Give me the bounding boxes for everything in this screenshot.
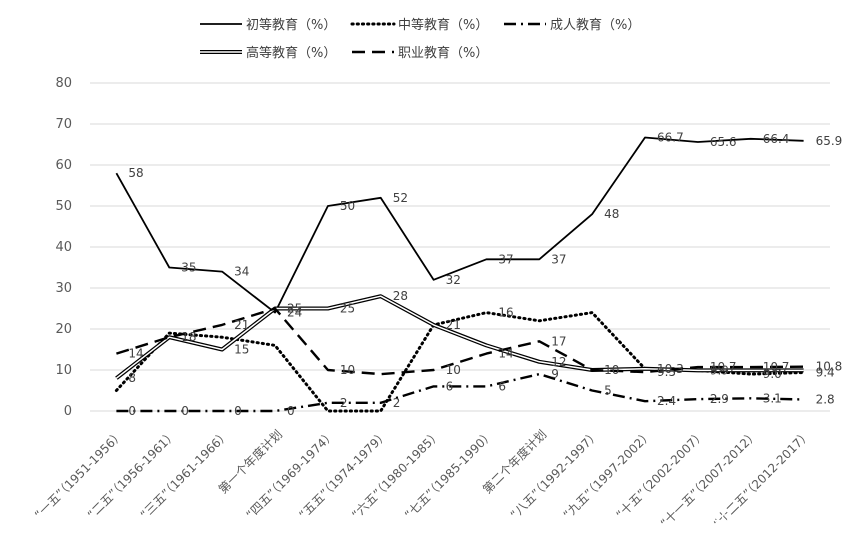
x-tick-label: “五五”（1974-1979）: [296, 427, 391, 522]
data-label-vocational: 14: [498, 347, 513, 361]
y-tick-label: 70: [55, 117, 72, 132]
x-tick-label: “六五”（1980-1985）: [349, 427, 444, 522]
x-tick-label: “二五”（1956-1961）: [85, 427, 180, 522]
data-label-higher: 12: [551, 355, 566, 369]
data-label-primary: 58: [128, 166, 143, 180]
x-tick-label: “八五”（1992-1997）: [508, 427, 603, 522]
data-label-secondary: 10.3: [657, 362, 684, 376]
data-label-primary: 34: [234, 265, 249, 279]
data-label-adult: 6: [446, 379, 454, 393]
y-tick-label: 10: [55, 363, 72, 378]
data-label-adult: 2: [393, 396, 401, 410]
legend-label-vocational: 职业教育（%）: [398, 45, 488, 61]
x-tick-label: “四五”（1969-1974）: [243, 427, 338, 522]
data-label-adult: 0: [128, 404, 136, 418]
data-label-primary: 37: [498, 252, 513, 266]
x-tick-label: “十五”（2002-2007）: [613, 427, 708, 522]
data-label-vocational: 10.7: [763, 360, 790, 374]
data-label-primary: 50: [340, 199, 355, 213]
data-label-adult: 5: [604, 384, 612, 398]
data-label-secondary: 9.0: [763, 367, 782, 381]
data-label-vocational: 17: [551, 334, 566, 348]
data-label-adult: 2: [340, 396, 348, 410]
data-label-vocational: 21: [234, 318, 249, 332]
data-label-secondary: 9.4: [816, 365, 835, 379]
data-label-vocational: 10.7: [710, 360, 737, 374]
data-label-vocational: 14: [128, 347, 143, 361]
data-label-adult: 2.9: [710, 392, 729, 406]
y-tick-label: 80: [55, 76, 72, 91]
data-label-vocational: 10: [446, 363, 461, 377]
y-tick-label: 20: [55, 322, 72, 337]
y-tick-label: 50: [55, 199, 72, 214]
data-label-higher: 15: [234, 343, 249, 357]
x-tick-label: “七五”（1985-1990）: [402, 427, 497, 522]
y-tick-label: 0: [64, 404, 72, 419]
gridlines: [90, 82, 830, 412]
data-label-primary: 24: [287, 306, 302, 320]
data-label-higher: 25: [340, 302, 355, 316]
data-label-primary: 65.6: [710, 135, 737, 149]
legend-label-secondary: 中等教育（%）: [398, 17, 488, 33]
data-label-higher: 18: [181, 330, 196, 344]
data-label-adult: 0: [234, 404, 242, 418]
data-label-higher: 25: [287, 302, 302, 316]
data-label-primary: 66.7: [657, 131, 684, 145]
series-line-adult: [116, 372, 804, 413]
data-label-adult: 9: [551, 367, 559, 381]
data-label-secondary: 16: [498, 306, 513, 320]
data-label-primary: 66.4: [763, 132, 790, 146]
data-label-higher: 28: [393, 289, 408, 303]
data-label-primary: 52: [393, 191, 408, 205]
x-axis: “一五”（1951-1956）“二五”（1956-1961）“三五”（1961-…: [32, 427, 814, 531]
data-label-adult: 2.4: [657, 394, 676, 408]
data-label-higher: 10: [604, 363, 619, 377]
x-tick-label: “三五”（1961-1966）: [138, 427, 233, 522]
data-label-adult: 2.8: [816, 393, 835, 407]
data-label-secondary: 9.9: [710, 363, 729, 377]
data-label-higher: 8: [128, 371, 136, 385]
data-label-primary: 48: [604, 207, 619, 221]
series-lines: [114, 136, 806, 413]
data-label-secondary: 21: [446, 318, 461, 332]
legend: 初等教育（%） 中等教育（%） 成人教育（%） 高等教育（%） 职业教育（%）: [200, 17, 640, 61]
data-label-primary: 37: [551, 252, 566, 266]
x-tick-label: “一五”（1951-1956）: [32, 427, 127, 522]
series-line-higher-inner: [115, 295, 804, 379]
data-label-adult: 0: [181, 404, 189, 418]
series-line-primary: [115, 136, 804, 314]
y-tick-label: 40: [55, 240, 72, 255]
data-label-vocational: 10.8: [816, 360, 843, 374]
y-tick-label: 60: [55, 158, 72, 173]
data-label-adult: 0: [287, 404, 295, 418]
data-label-primary: 32: [446, 273, 461, 287]
y-tick-label: 30: [55, 281, 72, 296]
data-label-vocational: 9.5: [657, 365, 676, 379]
data-label-primary: 65.9: [816, 134, 843, 148]
x-tick-label: “九五”（1997-2002）: [560, 427, 655, 522]
watermark: 知乎 @雷霆: [712, 512, 808, 533]
data-label-vocational: 10: [340, 363, 355, 377]
legend-label-adult: 成人教育（%）: [550, 17, 640, 33]
data-label-adult: 3.1: [763, 391, 782, 405]
legend-label-primary: 初等教育（%）: [246, 17, 336, 33]
y-axis: 0 10 20 30 40 50 60 70 80: [55, 76, 72, 419]
data-label-adult: 6: [498, 379, 506, 393]
series-line-secondary: [114, 311, 806, 413]
legend-label-higher: 高等教育（%）: [246, 45, 336, 61]
data-label-primary: 35: [181, 261, 196, 275]
